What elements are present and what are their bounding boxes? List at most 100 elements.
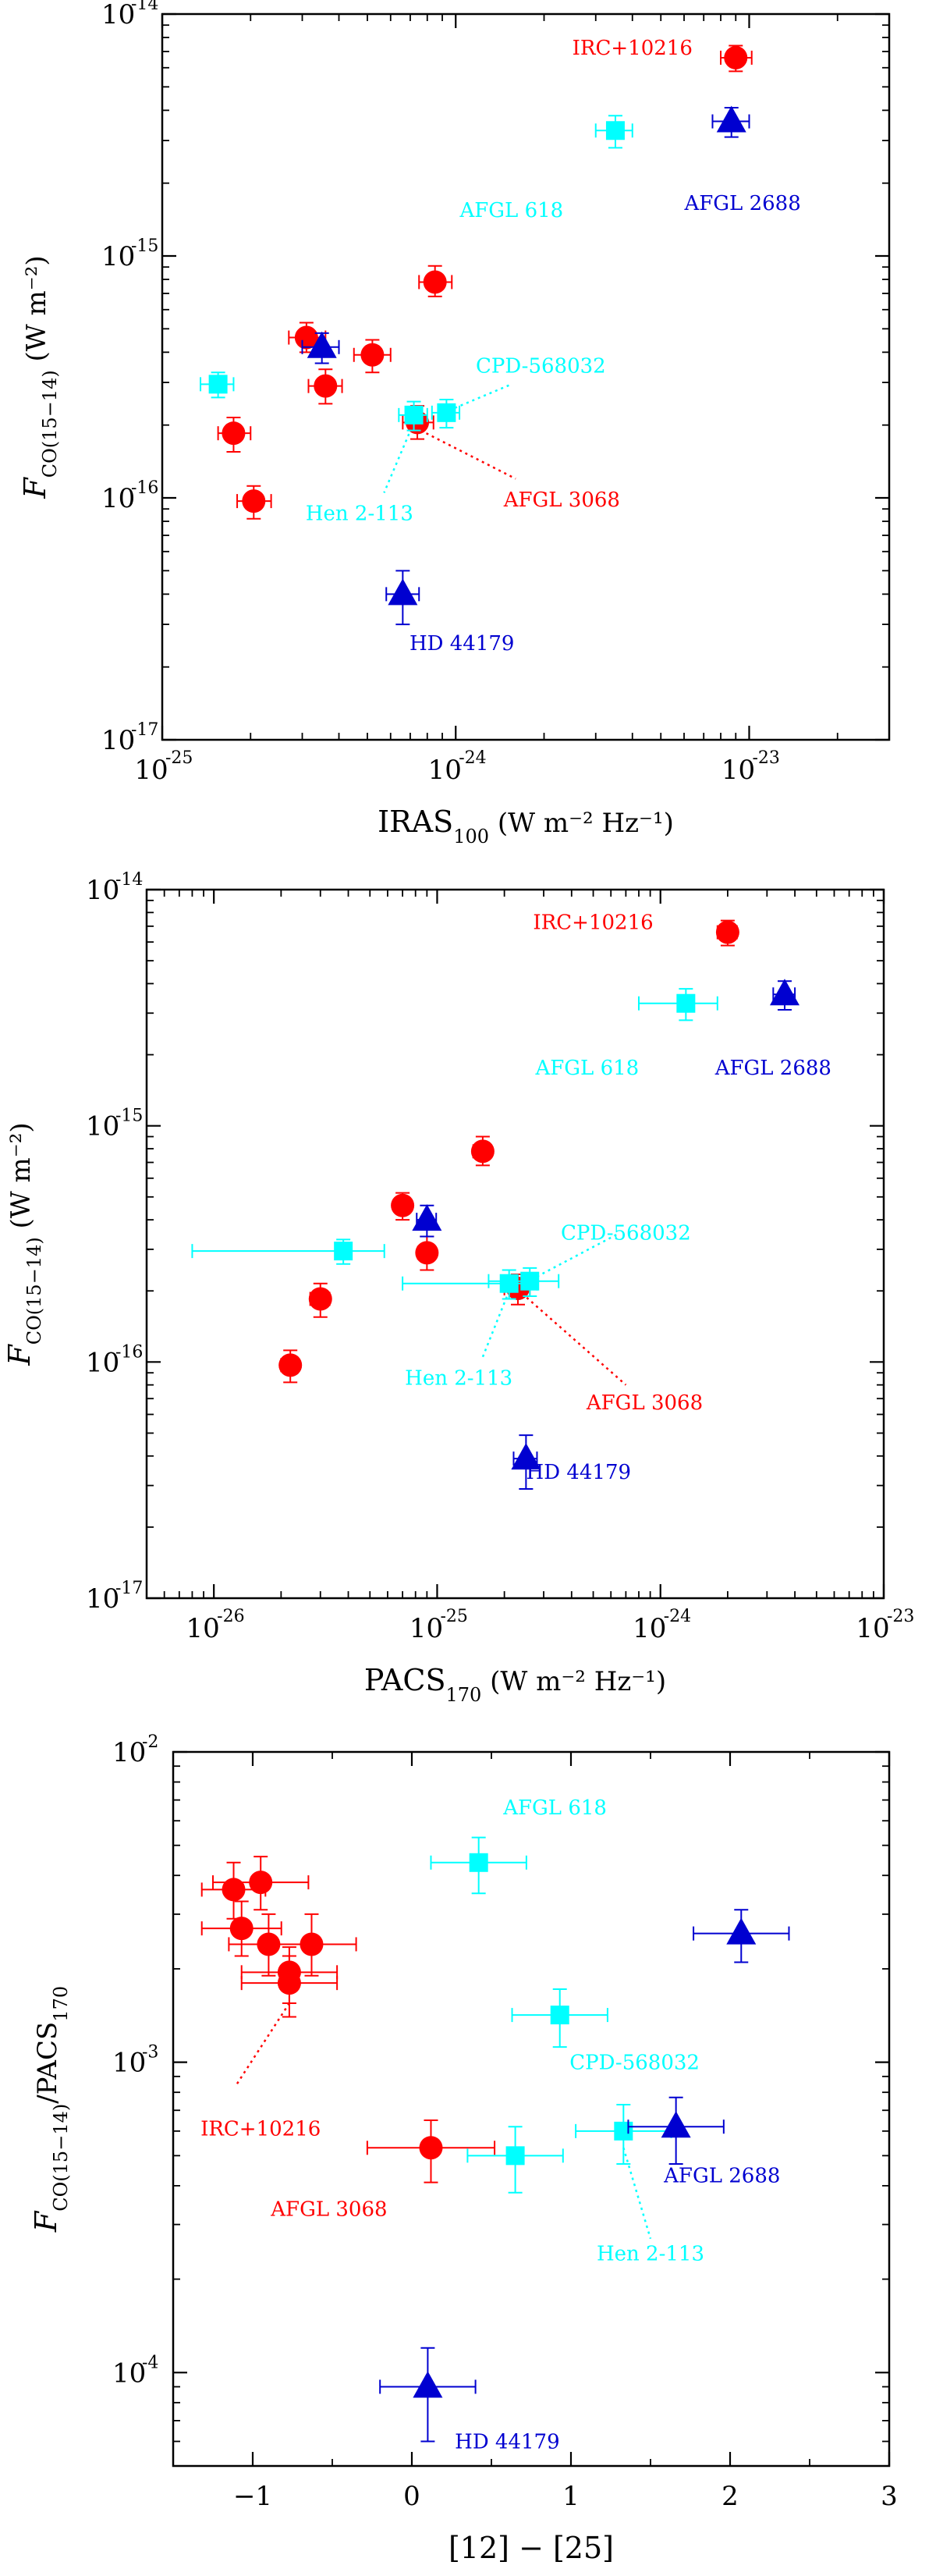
p1-x-tick-exp-0: -26 xyxy=(217,1607,244,1626)
p1-red-circles-1-marker xyxy=(470,1139,495,1164)
p1-y-axis-title: FCO(15−14) (W m⁻²) xyxy=(2,1122,45,1366)
p1-cyan-squares-2-marker xyxy=(499,1274,519,1293)
p2-red-circles-1-marker xyxy=(249,1871,273,1895)
p2-x-axis-title: [12] − [25] xyxy=(448,2531,614,2565)
p1-blue-triangles-1-marker xyxy=(412,1204,442,1231)
p1-y-tick-exp-0: -17 xyxy=(115,1579,143,1598)
p1-red-circles-2-marker xyxy=(391,1193,415,1217)
p2-leader-line-0 xyxy=(236,2002,290,2085)
p2-x-tick-label-3: 2 xyxy=(722,2481,739,2512)
p2-blue-triangles-2-marker xyxy=(413,2371,443,2398)
p2-label-afgl-2688: AFGL 2688 xyxy=(663,2165,780,2188)
p1-x-tick-label-2: 10 xyxy=(633,1613,666,1644)
p0-cyan-squares-1-marker xyxy=(208,375,228,394)
p1-label-afgl-2688: AFGL 2688 xyxy=(714,1057,831,1080)
p2-x-tick-label-1: 0 xyxy=(403,2481,420,2512)
p1-plot-frame xyxy=(145,888,885,1600)
p1-cyan-squares-0-marker xyxy=(676,993,696,1013)
p2-label-hd-44179: HD 44179 xyxy=(455,2430,560,2453)
p0-red-circles-2-marker xyxy=(294,325,318,350)
p1-x-axis-title: PACS170 (W m⁻² Hz⁻¹) xyxy=(364,1663,666,1706)
p1-leader-line-1 xyxy=(481,1290,510,1358)
p2-y-tick-exp-1: -3 xyxy=(142,2043,158,2063)
p2-y-tick-exp-2: -2 xyxy=(142,1732,158,1752)
p2-cyan-squares-3-marker xyxy=(614,2121,633,2141)
p2-x-tick-label-2: 1 xyxy=(562,2481,580,2512)
p2-red-circles-0-marker xyxy=(222,1878,246,1902)
p0-blue-triangles-0-marker xyxy=(716,105,746,133)
p1-y-tick-label-1: 10 xyxy=(86,1347,119,1378)
p2-y-tick-label-1: 10 xyxy=(112,2048,146,2079)
p0-label-hd-44179: HD 44179 xyxy=(410,632,515,656)
p1-x-tick-label-1: 10 xyxy=(410,1613,443,1644)
p0-x-axis-title: IRAS100 (W m⁻² Hz⁻¹) xyxy=(378,805,674,847)
p0-label-afgl-3068: AFGL 3068 xyxy=(503,489,620,512)
panel-iras100: 10-25 10-24 10-2310-1710-1610-1510-14IRAS1… xyxy=(18,0,891,847)
p1-label-irc-10216: IRC+10216 xyxy=(533,911,653,935)
p2-plot-frame xyxy=(172,1750,891,2468)
p0-x-tick-label-0: 10 xyxy=(134,755,168,786)
p0-x-tick-exp-2: -23 xyxy=(752,748,779,768)
panel-color-ratio: −1 0 1 2 310-410-310-2[12] − [25]FCO(15−14)/… xyxy=(29,1732,898,2565)
p1-cyan-squares-3-marker xyxy=(520,1271,540,1291)
p2-label-cpd-568032: CPD-568032 xyxy=(569,2052,700,2075)
p1-leader-line-0 xyxy=(536,1232,619,1277)
p0-y-tick-exp-3: -14 xyxy=(131,0,158,14)
p0-label-irc-10216: IRC+10216 xyxy=(573,37,693,60)
p0-y-tick-exp-0: -17 xyxy=(131,720,158,740)
p1-red-circles-5-marker xyxy=(278,1353,303,1377)
p2-cyan-squares-2-marker xyxy=(505,2146,525,2166)
p1-y-tick-exp-2: -15 xyxy=(115,1107,143,1126)
p1-x-tick-label-0: 10 xyxy=(186,1613,220,1644)
p0-cyan-squares-2-marker xyxy=(404,405,424,425)
p2-red-circles-2-marker xyxy=(229,1917,254,1941)
p0-leader-line-1 xyxy=(383,421,415,493)
p0-y-axis-title: FCO(15−14) (W m⁻²) xyxy=(18,255,61,499)
p1-leader-line-2 xyxy=(521,1292,627,1386)
p0-cyan-squares-3-marker xyxy=(437,403,456,422)
panel-pacs170: 10-26 10-25 10-24 10-2310-1710-1610-1510-14… xyxy=(2,870,914,1706)
p1-x-tick-exp-1: -25 xyxy=(440,1607,467,1626)
p0-red-circles-5-marker xyxy=(222,421,246,446)
p1-y-tick-exp-1: -16 xyxy=(115,1342,143,1362)
p1-red-circles-3-marker xyxy=(415,1241,439,1265)
p0-x-tick-exp-0: -25 xyxy=(165,748,193,768)
p2-label-afgl-3068: AFGL 3068 xyxy=(270,2198,387,2221)
p0-label-cpd-568032: CPD-568032 xyxy=(476,354,606,378)
p2-label-irc-10216: IRC+10216 xyxy=(200,2118,321,2141)
p2-y-axis-title: FCO(15−14)/PACS170 xyxy=(29,1986,72,2233)
p0-label-afgl-2688: AFGL 2688 xyxy=(683,192,800,215)
p0-red-circles-4-marker xyxy=(360,343,385,367)
p0-label-hen-2-113: Hen 2-113 xyxy=(306,502,413,525)
p1-label-afgl-3068: AFGL 3068 xyxy=(586,1391,703,1415)
p1-blue-triangles-0-marker xyxy=(769,979,800,1006)
p2-y-tick-label-0: 10 xyxy=(112,2357,146,2389)
p0-red-circles-1-marker xyxy=(423,270,447,294)
p2-blue-triangles-1-marker xyxy=(661,2111,691,2138)
p0-red-circles-3-marker xyxy=(314,374,338,398)
p2-cyan-squares-1-marker xyxy=(550,2006,569,2025)
p1-x-tick-exp-2: -24 xyxy=(664,1607,691,1626)
p1-cyan-squares-1-marker xyxy=(334,1242,353,1261)
p0-x-tick-exp-1: -24 xyxy=(459,748,486,768)
p0-blue-triangles-1-marker xyxy=(307,331,337,358)
p1-blue-triangles-2-marker xyxy=(511,1443,541,1470)
p0-y-tick-label-2: 10 xyxy=(101,241,135,272)
p2-label-hen-2-113: Hen 2-113 xyxy=(597,2242,704,2265)
p2-y-tick-exp-0: -4 xyxy=(142,2353,158,2372)
p0-blue-triangles-2-marker xyxy=(388,578,418,606)
p0-leader-line-2 xyxy=(420,429,516,480)
p0-y-tick-label-1: 10 xyxy=(101,483,135,514)
p1-x-tick-label-3: 10 xyxy=(856,1613,889,1644)
p1-red-circles-0-marker xyxy=(715,920,739,944)
p2-leader-line-1 xyxy=(622,2147,652,2240)
p2-x-tick-label-4: 3 xyxy=(881,2481,898,2512)
p1-label-hen-2-113: Hen 2-113 xyxy=(405,1367,512,1391)
p1-y-tick-exp-3: -14 xyxy=(115,870,143,890)
p0-label-afgl-618: AFGL 618 xyxy=(459,199,563,222)
p0-y-tick-exp-1: -16 xyxy=(131,478,158,498)
p2-red-circles-7-marker xyxy=(419,2136,443,2160)
p1-y-tick-label-0: 10 xyxy=(86,1583,119,1615)
p2-y-tick-label-2: 10 xyxy=(112,1737,146,1768)
